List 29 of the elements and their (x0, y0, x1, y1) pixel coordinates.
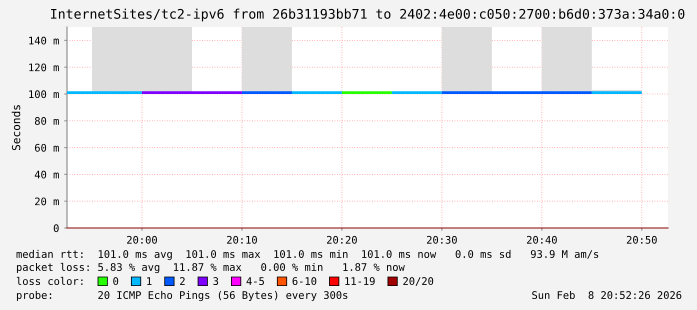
y-tick-label: 80 m (34, 117, 59, 125)
chart-title: InternetSites/tc2-ipv6 from 26b31193bb71 to 2402:4e00:c050:2700:b6d0:373a:34a0:0 (51, 8, 684, 22)
y-tick-label: 40 m (34, 170, 59, 179)
text: packet loss: 5.83 % avg 11.87 % max 0.00 % min 1.87 % now (16, 262, 405, 274)
legend-label: 6-10 (292, 277, 316, 286)
y-tick-label: 20 m (35, 197, 59, 206)
text: probe: 20 ICMP Echo Pings (56 Bytes) every 300s (16, 290, 348, 302)
text: median rtt: 101.0 ms avg 101.0 ms max 101.0 ms min 101.0 ms now 0.0 ms sd 93.9 M am/s (16, 250, 598, 260)
legend-label: 4-5 (246, 277, 264, 286)
legend-label: 20/20 (403, 277, 434, 286)
y-tick-label: 120 m (29, 63, 59, 72)
legend-label: 2 (180, 277, 185, 285)
legend-title: loss color: (16, 276, 82, 286)
x-tick-label: 20:00 (127, 236, 157, 244)
x-tick-label: 20:50 (626, 236, 657, 244)
y-tick-label: 60 m (34, 144, 59, 152)
legend-label: 3 (213, 277, 218, 286)
x-tick-label: 20:40 (526, 236, 557, 244)
y-tick-label: 140 m (29, 36, 59, 45)
y-tick-label: 0 (54, 224, 59, 232)
x-tick-label: 20:20 (326, 236, 357, 244)
y-axis-title: Seconds (12, 105, 20, 150)
y-tick-label: 100 m (29, 90, 59, 98)
x-tick-label: 20:10 (227, 236, 257, 244)
legend-label: 0 (113, 277, 118, 286)
text: Sun Feb 8 20:52:26 2026 (532, 290, 682, 300)
legend-label: 1 (147, 277, 152, 285)
legend-label: 11-19 (345, 277, 375, 286)
x-tick-label: 20:30 (426, 236, 457, 244)
